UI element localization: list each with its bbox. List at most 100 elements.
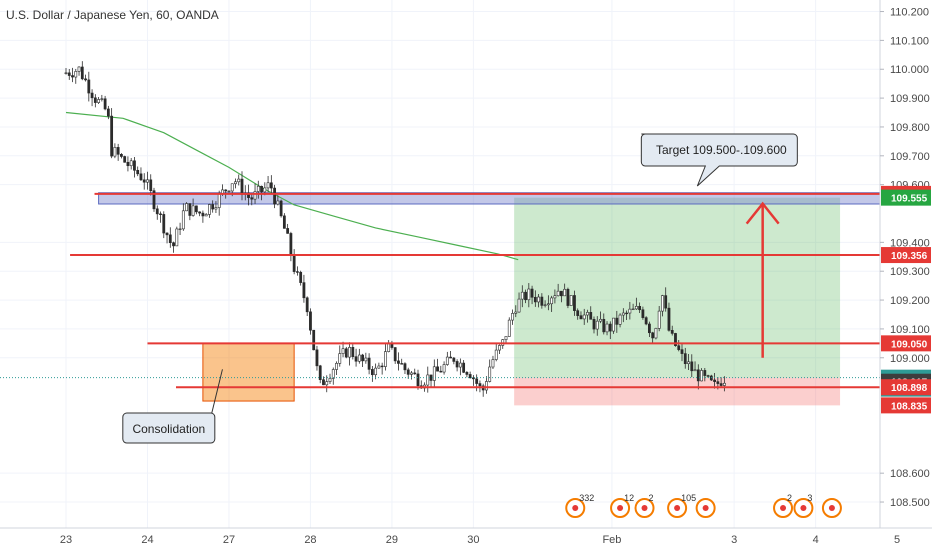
x-tick-label: 4 [813, 534, 819, 546]
event-icon-dot [674, 505, 681, 511]
candle-body [302, 282, 306, 299]
candle-body [230, 183, 234, 192]
event-marker: 105 [667, 493, 696, 518]
y-tick-label: 110.000 [890, 64, 929, 76]
candle-body [478, 383, 482, 387]
candle-body [592, 319, 596, 330]
candle-body [146, 179, 149, 183]
candle-body [638, 306, 642, 311]
candle-body [97, 99, 100, 103]
target-arrow-head [745, 201, 780, 225]
candle-body [181, 210, 185, 230]
y-tick-label: 110.100 [890, 35, 929, 47]
candle-body [120, 154, 123, 157]
candle-body [390, 343, 394, 348]
candle-body [648, 323, 651, 334]
candle-body [309, 311, 312, 331]
candle-body [654, 328, 658, 339]
candle-body [331, 369, 335, 379]
candle-body [71, 75, 74, 78]
candle-body [296, 271, 299, 273]
candle-body [354, 356, 358, 362]
candle-body [325, 381, 329, 386]
candle-body [103, 98, 107, 110]
candle-body [612, 317, 615, 332]
candle-body [393, 347, 397, 362]
candle-body [292, 255, 296, 272]
y-tick-label: 109.800 [890, 122, 930, 134]
candle-body [472, 377, 475, 380]
event-icon-dot [572, 505, 579, 511]
candle-body [573, 295, 576, 311]
candle-body [696, 369, 700, 382]
candle-body [67, 72, 71, 76]
candle-body [204, 214, 208, 217]
candle-body [335, 363, 338, 370]
candle-body [524, 291, 527, 301]
event-marker: 3 [793, 493, 814, 518]
event-icon-dot [617, 505, 624, 511]
candle-body [286, 228, 290, 234]
y-tick-label: 109.200 [890, 295, 930, 307]
candle-body [634, 306, 638, 310]
candle-body [136, 169, 140, 175]
candle-body [305, 297, 309, 313]
candle-body [514, 311, 518, 314]
candle-body [475, 378, 479, 384]
target-callout-label: Target 109.500-.109.600 [656, 143, 787, 157]
candle-body [550, 297, 554, 305]
event-marker [695, 498, 716, 518]
candle-body [328, 378, 332, 382]
candle-body [364, 357, 368, 362]
event-count: 105 [681, 493, 696, 503]
candle-body [455, 361, 459, 368]
candle-body [168, 234, 172, 244]
time-axis[interactable]: 232427282930Feb3456 [60, 534, 932, 546]
candle-body [84, 78, 87, 81]
candle-body [260, 185, 263, 193]
event-count: 2 [649, 493, 654, 503]
candle-body [377, 365, 381, 369]
x-tick-label: 27 [223, 534, 235, 546]
candle-body [191, 205, 195, 216]
candle-body [162, 214, 166, 234]
candle-body [602, 318, 606, 333]
candle-body [498, 345, 501, 351]
candle-body [644, 317, 648, 325]
event-marker: 12 [610, 493, 634, 518]
candle-body [566, 288, 570, 306]
candle-body [185, 203, 188, 212]
candle-body [520, 291, 524, 300]
candle-body [211, 204, 215, 210]
candle-body [74, 71, 78, 78]
event-count: 3 [807, 493, 812, 503]
candle-body [80, 66, 84, 80]
candle-body [507, 319, 511, 337]
price-tag-label: 108.835 [891, 401, 928, 412]
candle-body [452, 357, 456, 362]
candle-body [318, 365, 322, 380]
candle-body [322, 379, 325, 386]
candle-body [100, 98, 104, 100]
candle-body [400, 363, 404, 365]
candle-body [380, 365, 384, 368]
candle-body [351, 347, 355, 357]
candle-body [152, 190, 156, 210]
candle-body [129, 160, 133, 167]
event-marker [821, 498, 842, 518]
candle-body [201, 212, 205, 217]
price-tag-label: 109.050 [891, 339, 928, 350]
moving-average [65, 111, 519, 261]
candle-body [462, 362, 466, 373]
y-tick-label: 109.700 [890, 151, 930, 163]
candle-body [599, 318, 602, 322]
price-axis[interactable]: 110.200 110.100 110.000 109.900 109.800 109.7… [880, 7, 930, 509]
candle-body [449, 356, 452, 359]
candle-body [159, 213, 162, 215]
candle-body [458, 362, 462, 368]
stop-zone [514, 377, 841, 406]
x-tick-label: 29 [386, 534, 398, 546]
candle-body [432, 366, 436, 381]
candle-body [165, 232, 169, 236]
